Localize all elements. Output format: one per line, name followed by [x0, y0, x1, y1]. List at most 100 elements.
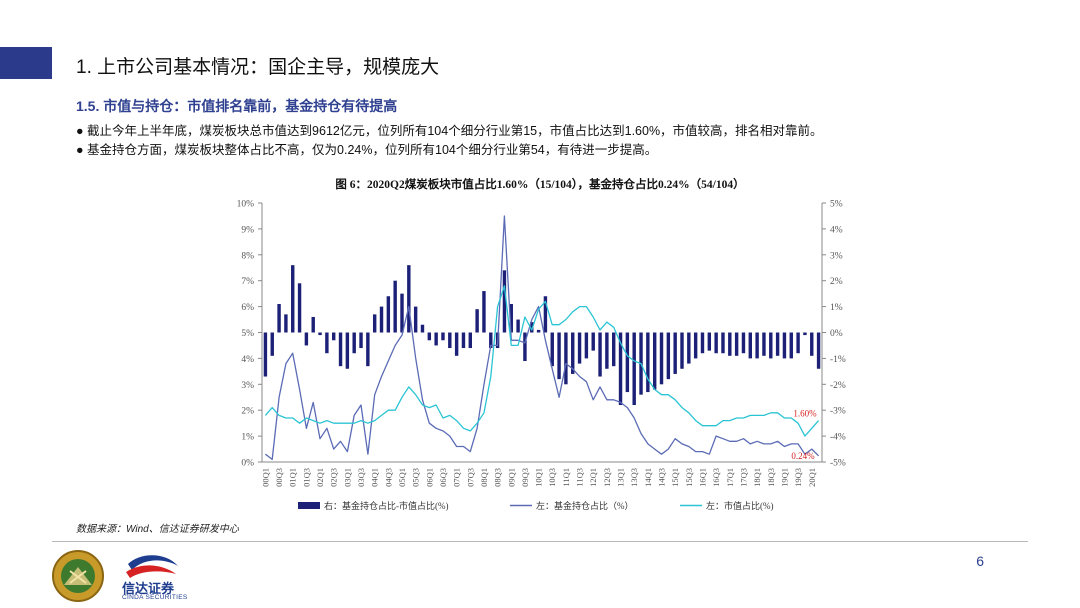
x-tick-label: 08Q1: [479, 468, 489, 487]
bar-mark: [393, 280, 397, 333]
bar-mark: [530, 322, 534, 333]
header-accent-bar: [0, 47, 52, 79]
bar-mark: [325, 332, 329, 354]
bar-mark: [448, 332, 452, 349]
bar-mark: [366, 332, 370, 367]
x-tick-label: 09Q1: [506, 468, 516, 487]
bar-mark: [741, 332, 746, 354]
bullet-dot: ●: [76, 143, 84, 157]
left-tick-label: 3%: [241, 381, 254, 391]
x-tick-label: 04Q3: [383, 468, 393, 487]
bar-mark: [345, 332, 350, 369]
bar-mark: [612, 332, 616, 367]
bar-mark: [714, 332, 718, 354]
x-tick-label: 01Q3: [301, 468, 311, 487]
bar-mark: [762, 332, 766, 356]
bar-mark: [482, 291, 486, 333]
x-tick-label: 16Q3: [711, 468, 721, 487]
x-tick-label: 17Q1: [725, 468, 735, 487]
bar-mark: [277, 304, 281, 333]
right-tick-label: -5%: [830, 459, 846, 469]
x-tick-label: 08Q3: [493, 468, 503, 487]
x-tick-label: 11Q1: [561, 468, 571, 487]
bar-mark: [311, 316, 315, 333]
x-tick-label: 18Q1: [752, 468, 762, 487]
bar-mark: [386, 296, 391, 333]
bar-mark: [721, 332, 725, 354]
bar-mark: [407, 265, 411, 333]
bar-mark: [475, 309, 479, 333]
x-tick-label: 09Q3: [520, 468, 530, 487]
bar-mark: [680, 332, 684, 369]
bar-mark: [625, 332, 630, 393]
bar-mark: [543, 296, 548, 333]
bar-mark: [379, 306, 384, 333]
bar-mark: [796, 332, 800, 354]
x-tick-label: 13Q1: [616, 468, 626, 487]
bar-mark: [734, 332, 739, 356]
bar-mark: [441, 332, 445, 341]
bar-mark: [564, 332, 568, 385]
bar-mark: [372, 314, 377, 333]
bar-mark: [502, 270, 507, 333]
company-logo-icon: [126, 555, 178, 578]
bar-mark: [434, 332, 438, 346]
x-tick-label: 17Q3: [738, 468, 748, 487]
bar-mark: [536, 329, 541, 333]
right-tick-label: -2%: [830, 381, 846, 391]
bar-mark: [297, 283, 302, 333]
legend-swatch-bar: [298, 502, 320, 509]
footer-divider: [52, 541, 1028, 542]
legend-label-mktcap-line: 左：市值占比(%): [706, 500, 774, 511]
x-tick-label: 05Q3: [411, 468, 421, 487]
bar-mark: [557, 332, 561, 380]
x-tick-label: 12Q3: [602, 468, 612, 487]
bar-mark: [618, 332, 623, 406]
left-tick-label: 6%: [241, 303, 254, 313]
annotation-fund-holding: 0.24%: [791, 451, 815, 461]
fund-holding-line: [265, 215, 820, 461]
bar-mark: [304, 332, 309, 346]
x-tick-label: 06Q1: [424, 468, 434, 487]
bar-mark: [659, 332, 664, 385]
bar-mark: [666, 332, 671, 380]
bar-mark: [352, 332, 356, 354]
x-tick-label: 11Q3: [575, 468, 585, 487]
right-tick-label: 2%: [830, 277, 843, 287]
bar-mark: [523, 332, 527, 361]
x-tick-label: 03Q1: [342, 468, 352, 487]
data-source: 数据来源：Wind、信达证券研发中心: [76, 524, 239, 535]
bar-mark: [550, 332, 554, 367]
right-tick-label: 1%: [830, 303, 843, 313]
bar-mark: [803, 332, 807, 336]
bar-mark: [687, 332, 691, 364]
x-tick-label: 19Q3: [793, 468, 803, 487]
bar-mark: [700, 332, 705, 354]
bar-mark: [789, 332, 793, 359]
x-tick-label: 07Q3: [465, 468, 475, 487]
bar-mark: [652, 332, 657, 390]
x-tick-label: 19Q1: [779, 468, 789, 487]
x-tick-label: 00Q1: [260, 468, 270, 487]
bar-mark: [509, 304, 513, 333]
x-tick-label: 06Q3: [438, 468, 448, 487]
left-tick-label: 2%: [241, 407, 254, 417]
bar-mark: [632, 332, 636, 406]
left-tick-label: 9%: [241, 225, 254, 235]
left-tick-label: 10%: [237, 200, 255, 210]
bar-mark: [748, 332, 752, 359]
bar-mark: [782, 332, 787, 359]
company-name-en: CINDA SECURITIES: [122, 594, 188, 601]
bar-mark: [359, 332, 363, 349]
bar-mark: [516, 319, 520, 333]
left-tick-label: 0%: [241, 459, 254, 469]
bullet-dot: ●: [76, 124, 84, 138]
bar-mark: [816, 332, 821, 369]
bar-mark: [577, 332, 582, 364]
chart: 0% 1% 2% 3% 4% 5% 6% 7% 8% 9% 10% -5% -4% -3% -2% -1% 0%…: [237, 200, 846, 512]
legend-label-bar: 右：基金持仓占比-市值占比(%): [324, 500, 449, 511]
bullet-item: ● 基金持仓方面，煤炭板块整体占比不高，仅为0.24%，位列所有104个细分行业…: [76, 141, 823, 160]
bar-mark: [728, 332, 732, 356]
x-tick-label: 01Q1: [288, 468, 298, 487]
right-tick-label: -4%: [830, 433, 846, 443]
